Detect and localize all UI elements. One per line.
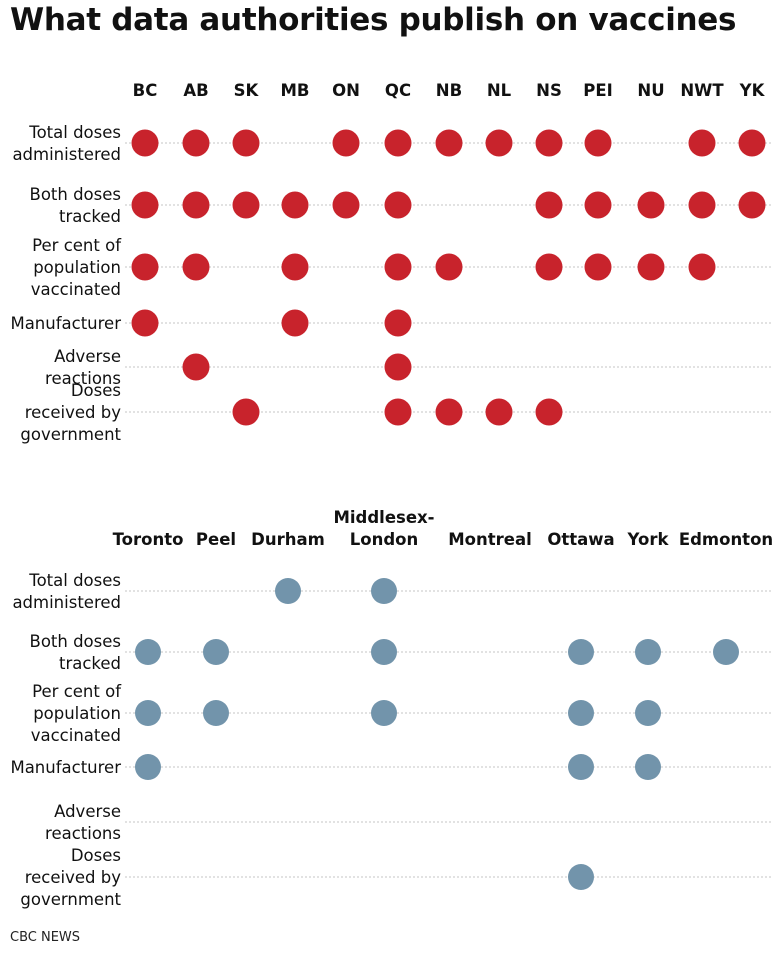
dot-mb-manufacturer [281,309,309,337]
dot-ab-both-doses-tracked [182,191,210,219]
dot-nl-doses-received-by-government [485,398,513,426]
row-label-both-doses-tracked: Both doses tracked [30,185,122,226]
dot-nl-total-doses-administered [485,129,513,157]
dot-mb-per-cent-of-population-vaccinated [281,253,309,281]
column-label-york: York [627,530,670,549]
column-label-sk: SK [234,81,260,100]
column-label-yk: YK [739,81,766,100]
dot-mb-both-doses-tracked [281,191,309,219]
dot-on-both-doses-tracked [332,191,360,219]
column-label-nb: NB [436,81,462,100]
dot-on-total-doses-administered [332,129,360,157]
row-label-per-cent-of-population-vaccinated: Per cent of population vaccinated [31,682,122,745]
row-label-total-doses-administered: Total doses administered [12,123,121,164]
dot-qc-adverse-reactions [384,353,412,381]
dot-nb-total-doses-administered [435,129,463,157]
dot-ottawa-per-cent-of-population-vaccinated [568,700,594,726]
column-label-qc: QC [385,81,411,100]
dot-toronto-per-cent-of-population-vaccinated [135,700,161,726]
dot-pei-total-doses-administered [584,129,612,157]
dot-ab-adverse-reactions [182,353,210,381]
dot-sk-both-doses-tracked [232,191,260,219]
dot-nu-both-doses-tracked [637,191,665,219]
column-label-middlesex-london: Middlesex-London [333,508,434,549]
dot-ottawa-doses-received-by-government [568,864,594,890]
dot-toronto-both-doses-tracked [135,639,161,665]
column-label-peel: Peel [196,530,236,549]
dot-qc-per-cent-of-population-vaccinated [384,253,412,281]
row-label-per-cent-of-population-vaccinated: Per cent of population vaccinated [31,236,122,299]
dot-nu-per-cent-of-population-vaccinated [637,253,665,281]
dot-ns-total-doses-administered [535,129,563,157]
column-label-ottawa: Ottawa [547,530,614,549]
dot-nwt-per-cent-of-population-vaccinated [688,253,716,281]
dot-ns-both-doses-tracked [535,191,563,219]
source-credit: CBC NEWS [10,930,81,945]
dot-yk-total-doses-administered [738,129,766,157]
column-label-bc: BC [133,81,158,100]
column-label-nu: NU [637,81,664,100]
row-label-doses-received-by-government: Doses received by government [20,846,121,909]
dot-bc-per-cent-of-population-vaccinated [131,253,159,281]
dot-pei-both-doses-tracked [584,191,612,219]
row-label-both-doses-tracked: Both doses tracked [30,632,122,673]
column-label-durham: Durham [251,530,325,549]
column-label-pei: PEI [583,81,613,100]
dot-sk-doses-received-by-government [232,398,260,426]
row-label-adverse-reactions: Adverse reactions [45,802,121,843]
column-label-ns: NS [536,81,562,100]
column-label-mb: MB [281,81,310,100]
dot-ab-total-doses-administered [182,129,210,157]
row-label-adverse-reactions: Adverse reactions [45,347,121,388]
dot-edmonton-both-doses-tracked [713,639,739,665]
dot-bc-manufacturer [131,309,159,337]
dot-yk-both-doses-tracked [738,191,766,219]
dot-ns-doses-received-by-government [535,398,563,426]
dot-middlesex-london-per-cent-of-population-vaccinated [371,700,397,726]
row-label-total-doses-administered: Total doses administered [12,571,121,612]
dot-peel-both-doses-tracked [203,639,229,665]
column-label-on: ON [332,81,360,100]
dot-middlesex-london-both-doses-tracked [371,639,397,665]
dot-peel-per-cent-of-population-vaccinated [203,700,229,726]
dot-qc-total-doses-administered [384,129,412,157]
cities-grid: Toronto Peel Durham Middlesex-London Montrea… [10,508,773,909]
dot-york-manufacturer [635,754,661,780]
dot-bc-total-doses-administered [131,129,159,157]
dot-toronto-manufacturer [135,754,161,780]
column-label-toronto: Toronto [113,530,184,549]
column-label-ab: AB [183,81,208,100]
chart-title: What data authorities publish on vaccine… [10,2,737,38]
row-label-manufacturer: Manufacturer [10,758,121,777]
dot-qc-doses-received-by-government [384,398,412,426]
dot-nb-doses-received-by-government [435,398,463,426]
dot-ns-per-cent-of-population-vaccinated [535,253,563,281]
dot-nb-per-cent-of-population-vaccinated [435,253,463,281]
dot-york-both-doses-tracked [635,639,661,665]
dot-ab-per-cent-of-population-vaccinated [182,253,210,281]
dot-nwt-total-doses-administered [688,129,716,157]
dot-durham-total-doses-administered [275,578,301,604]
dot-pei-per-cent-of-population-vaccinated [584,253,612,281]
dot-middlesex-london-total-doses-administered [371,578,397,604]
row-label-doses-received-by-government: Doses received by government [20,381,121,444]
dot-qc-manufacturer [384,309,412,337]
dot-bc-both-doses-tracked [131,191,159,219]
column-label-nwt: NWT [680,81,724,100]
dot-york-per-cent-of-population-vaccinated [635,700,661,726]
dot-nwt-both-doses-tracked [688,191,716,219]
dot-ottawa-both-doses-tracked [568,639,594,665]
dot-ottawa-manufacturer [568,754,594,780]
column-label-edmonton: Edmonton [679,530,773,549]
dot-sk-total-doses-administered [232,129,260,157]
dot-qc-both-doses-tracked [384,191,412,219]
row-label-manufacturer: Manufacturer [10,314,121,333]
provinces-grid: BC AB SK MB ON QC NB NL NS PEI NU NWT YK Total doses a… [10,81,772,444]
column-label-nl: NL [487,81,512,100]
column-label-montreal: Montreal [448,530,532,549]
